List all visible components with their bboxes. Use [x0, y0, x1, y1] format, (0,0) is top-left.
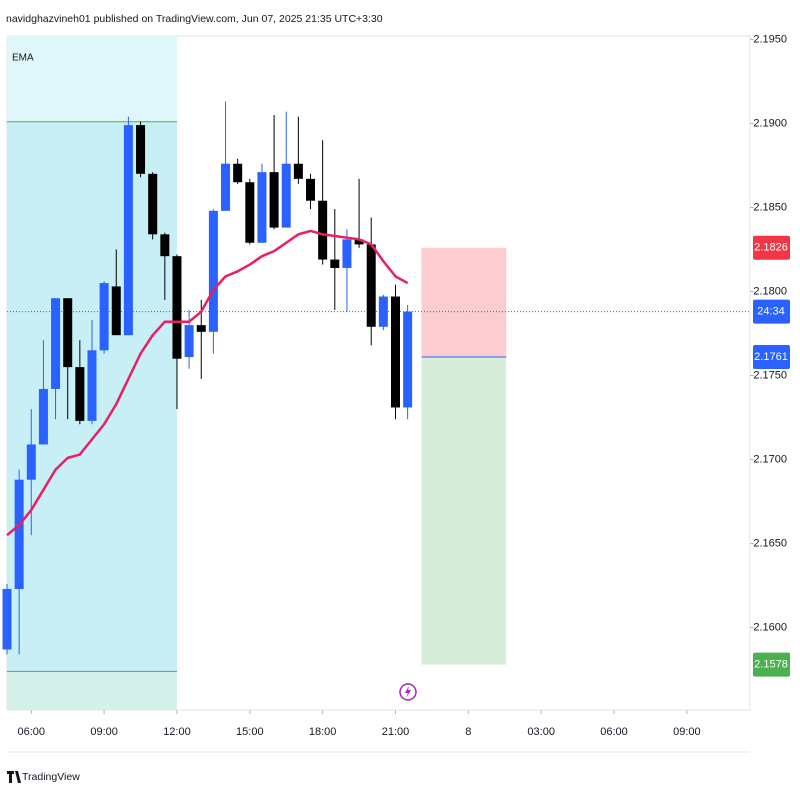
- candle-body: [306, 178, 316, 201]
- entry-label: 2.1761: [754, 351, 788, 363]
- candle-body: [342, 239, 352, 268]
- candle-body: [366, 244, 376, 327]
- candle-body: [221, 163, 231, 211]
- y-tick-label: 2.1950: [753, 33, 787, 45]
- candle-body: [51, 298, 61, 389]
- candle-body: [75, 367, 85, 421]
- candle-body: [257, 172, 267, 243]
- candle-body: [293, 163, 303, 179]
- y-tick-label: 2.1600: [753, 622, 787, 634]
- candle-body: [403, 311, 413, 408]
- y-tick-label: 2.1850: [753, 201, 787, 213]
- y-tick-label: 2.1800: [753, 285, 787, 297]
- footer: TradingView: [22, 771, 80, 783]
- target-zone: [421, 357, 507, 665]
- candle-body: [99, 283, 109, 351]
- candle-body: [14, 479, 24, 589]
- event-bolt: [405, 686, 411, 698]
- candle-body: [26, 444, 36, 480]
- header: navidghazvineh01 published on TradingVie…: [6, 13, 383, 25]
- countdown-label-box: [753, 299, 790, 324]
- candle-body: [269, 172, 279, 228]
- y-tick-label: 2.1900: [753, 117, 787, 129]
- candle-body: [233, 163, 243, 183]
- stop-zone: [421, 247, 507, 358]
- candle-body: [378, 296, 388, 327]
- ema-line: [6, 229, 409, 537]
- candle-body: [38, 388, 48, 445]
- x-tick-label: 18:00: [309, 726, 337, 738]
- y-tick-label: 2.1700: [753, 453, 787, 465]
- candle-body: [281, 163, 291, 228]
- x-tick-label: 06:00: [18, 726, 46, 738]
- x-tick-label: 09:00: [673, 726, 701, 738]
- logo: [7, 771, 21, 783]
- candle-body: [63, 298, 73, 368]
- candle-body: [318, 200, 328, 260]
- x-tick-label: 21:00: [382, 726, 410, 738]
- x-tick-label: 03:00: [527, 726, 555, 738]
- candle-body: [208, 210, 218, 332]
- candle-body: [87, 350, 97, 421]
- candle-body: [2, 588, 12, 650]
- stop-label: 2.1826: [754, 242, 788, 254]
- x-tick-label: 06:00: [600, 726, 628, 738]
- target-label: 2.1578: [754, 659, 788, 671]
- countdown-label: 24:34: [757, 306, 785, 318]
- x-tick-label: 15:00: [236, 726, 264, 738]
- candle-body: [184, 325, 194, 358]
- indicator-label: EMA: [12, 53, 34, 64]
- candle-body: [172, 256, 182, 359]
- candle-body: [354, 239, 364, 245]
- candle-body: [123, 125, 133, 336]
- candle-body: [330, 259, 340, 268]
- candle-body: [160, 234, 170, 257]
- session-bottom: [7, 671, 177, 710]
- y-tick-label: 2.1750: [753, 369, 787, 381]
- x-tick-label: 8: [465, 726, 471, 738]
- entry-label-box: [753, 345, 790, 370]
- stop-label-box: [753, 235, 790, 260]
- candle-body: [111, 286, 121, 336]
- candle-body: [136, 125, 146, 174]
- target-label-box: [753, 652, 790, 677]
- candle-body: [390, 296, 400, 408]
- x-tick-label: 12:00: [163, 726, 191, 738]
- candle-body: [245, 182, 255, 243]
- candle-body: [196, 325, 206, 332]
- candle-body: [148, 173, 158, 235]
- session-top: [7, 36, 177, 122]
- y-tick-label: 2.1650: [753, 538, 787, 550]
- x-tick-label: 09:00: [90, 726, 118, 738]
